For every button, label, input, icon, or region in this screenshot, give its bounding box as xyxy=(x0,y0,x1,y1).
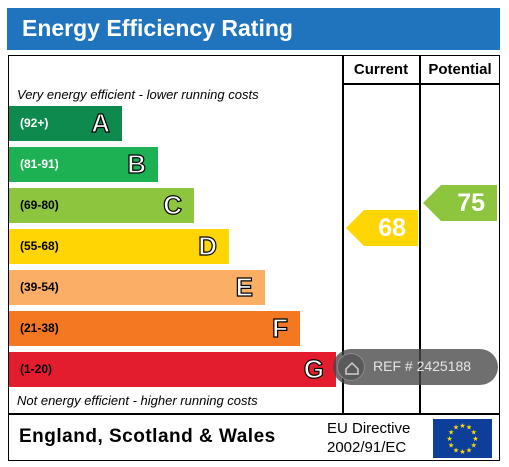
band-f: (21-38) F xyxy=(9,311,300,346)
band-letter: G xyxy=(303,353,324,384)
footer-divider xyxy=(9,413,499,415)
band-d: (55-68) D xyxy=(9,229,229,264)
band-g: (1-20) G xyxy=(9,352,336,387)
star-icon: ★ xyxy=(453,424,459,432)
star-icon: ★ xyxy=(466,424,472,432)
caption-efficient: Very energy efficient - lower running co… xyxy=(17,87,259,102)
home-icon xyxy=(337,353,365,381)
band-letter: F xyxy=(272,312,289,343)
page-title: Energy Efficiency Rating xyxy=(22,15,293,41)
potential-rating-arrow: 75 xyxy=(423,185,497,221)
arrow-shape xyxy=(423,185,497,221)
band-e: (39-54) E xyxy=(9,270,265,305)
band-letter: B xyxy=(127,148,147,179)
header-divider xyxy=(342,83,500,85)
star-icon: ★ xyxy=(448,429,454,437)
band-b: (81-91) B xyxy=(9,147,158,182)
band-range: (92+) xyxy=(20,116,49,130)
current-rating-value: 68 xyxy=(378,214,406,242)
star-icon: ★ xyxy=(453,446,459,454)
header-bar: Energy Efficiency Rating xyxy=(7,8,500,50)
star-icon: ★ xyxy=(471,442,477,450)
potential-rating-value: 75 xyxy=(457,189,485,217)
star-icon: ★ xyxy=(459,448,465,456)
star-icon: ★ xyxy=(466,446,472,454)
country-label: England, Scotland & Wales xyxy=(19,426,276,447)
star-icon: ★ xyxy=(448,442,454,450)
band-range: (69-80) xyxy=(20,198,59,212)
current-rating-arrow: 68 xyxy=(346,210,418,246)
rating-chart: Current Potential Very energy efficient … xyxy=(8,55,500,461)
divider-current xyxy=(342,56,344,414)
star-icon: ★ xyxy=(471,429,477,437)
eu-directive: EU Directive 2002/91/EC xyxy=(327,419,410,457)
star-icon: ★ xyxy=(446,435,452,443)
band-range: (1-20) xyxy=(20,362,53,376)
band-range: (81-91) xyxy=(20,157,59,171)
band-letter: C xyxy=(163,189,183,220)
directive-line-1: EU Directive xyxy=(327,420,411,437)
reference-number: REF # 2425188 xyxy=(373,358,472,374)
band-c: (69-80) C xyxy=(9,188,194,223)
arrow-shape xyxy=(346,210,418,246)
caption-inefficient: Not energy efficient - higher running co… xyxy=(17,393,258,408)
star-icon: ★ xyxy=(459,422,465,430)
column-header-current: Current xyxy=(353,61,409,78)
band-range: (21-38) xyxy=(20,321,59,335)
band-a: (92+) A xyxy=(9,106,122,141)
eu-flag-icon: ★ ★★★★★★★★★★★ xyxy=(433,419,492,458)
band-letter: E xyxy=(235,271,254,302)
divider-potential xyxy=(419,56,421,414)
band-letter: A xyxy=(91,107,111,138)
column-header-potential: Potential xyxy=(428,61,492,78)
band-letter: D xyxy=(198,230,218,261)
reference-badge: REF # 2425188 xyxy=(333,349,498,385)
band-range: (39-54) xyxy=(20,280,59,294)
directive-line-2: 2002/91/EC xyxy=(327,439,407,456)
band-range: (55-68) xyxy=(20,239,59,253)
star-icon: ★ xyxy=(472,435,478,443)
